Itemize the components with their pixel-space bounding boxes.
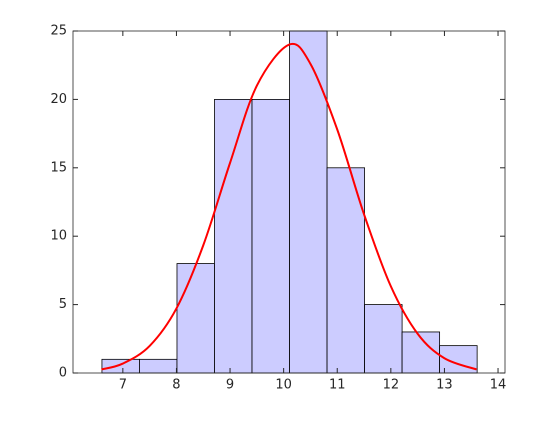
y-tick-label: 10 [50, 229, 67, 244]
x-tick-label: 11 [329, 378, 346, 393]
y-tick-label: 0 [59, 366, 67, 381]
x-tick-label: 12 [383, 378, 400, 393]
x-tick-label: 10 [275, 378, 292, 393]
bar [139, 358, 178, 374]
bar [289, 30, 328, 374]
x-tick-label: 7 [119, 378, 127, 393]
bar [176, 263, 215, 374]
x-tick-label: 8 [172, 378, 180, 393]
axes-box [72, 30, 506, 374]
y-tick-label: 20 [50, 92, 67, 107]
fit-line [101, 42, 477, 371]
x-tick-label: 13 [436, 378, 453, 393]
x-tick-label: 9 [226, 378, 234, 393]
x-tick-label: 14 [490, 378, 507, 393]
bar [214, 99, 253, 374]
y-tick-label: 5 [59, 297, 67, 312]
bar [251, 99, 290, 374]
y-tick-label: 15 [50, 160, 67, 175]
bar [101, 358, 140, 374]
bar [364, 304, 403, 374]
y-tick-label: 25 [50, 24, 67, 39]
